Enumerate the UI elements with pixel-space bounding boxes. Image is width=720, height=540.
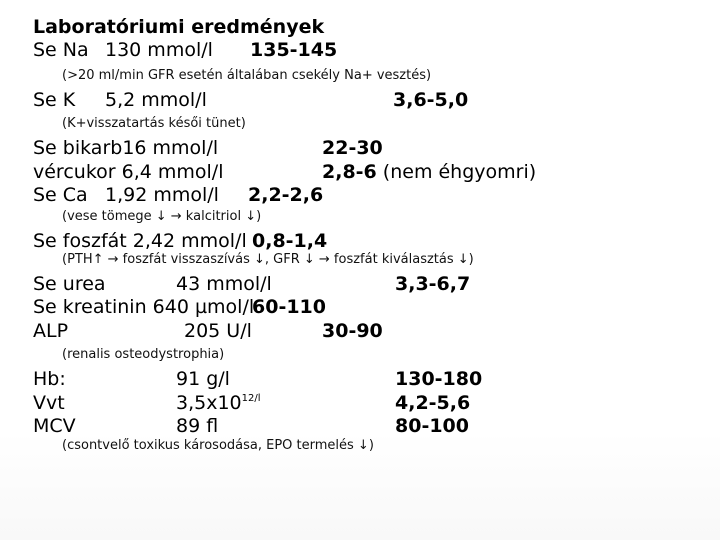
glucose-range: 2,8-6 [322, 161, 377, 183]
phosphate-note: (PTH↑ → foszfát visszaszívás ↓, GFR ↓ → … [62, 252, 474, 267]
na-note: (>20 ml/min GFR esetén általában csekély… [62, 68, 432, 83]
urea-label: Se urea [33, 273, 106, 295]
hb-label: Hb: [33, 368, 66, 390]
k-note: (K+visszatartás késői tünet) [62, 116, 246, 131]
na-range: 135-145 [250, 39, 338, 61]
urea-value: 43 mmol/l [176, 273, 272, 295]
k-range: 3,6-5,0 [393, 89, 469, 111]
phosphate-label: Se foszfát 2,42 mmol/l [33, 230, 247, 252]
urea-range: 3,3-6,7 [395, 273, 471, 295]
rbc-value: 3,5x1012/l [176, 392, 261, 414]
hb-value: 91 g/l [176, 368, 230, 390]
rbc-value-exponent: 12/l [241, 393, 261, 404]
k-value: 5,2 mmol/l [105, 89, 207, 111]
alp-range: 30-90 [322, 320, 383, 342]
glucose-value: 2,8-6 (nem éhgyomri) [322, 161, 536, 183]
creatinine-label: Se kreatinin 640 µmol/l [33, 296, 255, 318]
creatinine-range: 60-110 [252, 296, 326, 318]
page-title: Laboratóriumi eredmények [33, 16, 325, 38]
glucose-note: (nem éhgyomri) [376, 161, 537, 183]
na-value: 130 mmol/l [105, 39, 213, 61]
na-label: Se Na [33, 39, 89, 61]
rbc-value-base: 3,5x10 [176, 392, 242, 414]
mcv-label: MCV [33, 415, 76, 437]
ca-value: 1,92 mmol/l [105, 184, 219, 206]
bikarb-range: 22-30 [322, 137, 383, 159]
bone-note: (csontvelő toxikus károsodása, EPO terme… [62, 438, 374, 453]
phosphate-range: 0,8-1,4 [252, 230, 328, 252]
mcv-value: 89 fl [176, 415, 219, 437]
ca-note: (vese tömege ↓ → kalcitriol ↓) [62, 209, 262, 224]
alp-label: ALP [33, 320, 69, 342]
ca-label: Se Ca [33, 184, 88, 206]
rbc-range: 4,2-5,6 [395, 392, 471, 414]
rbc-label: Vvt [33, 392, 65, 414]
mcv-range: 80-100 [395, 415, 469, 437]
ca-range: 2,2-2,6 [248, 184, 324, 206]
bikarb-label: Se bikarb16 mmol/l [33, 137, 219, 159]
renal-note: (renalis osteodystrophia) [62, 347, 225, 362]
hb-range: 130-180 [395, 368, 483, 390]
alp-value: 205 U/l [184, 320, 252, 342]
glucose-label: vércukor 6,4 mmol/l [33, 161, 224, 183]
k-label: Se K [33, 89, 76, 111]
